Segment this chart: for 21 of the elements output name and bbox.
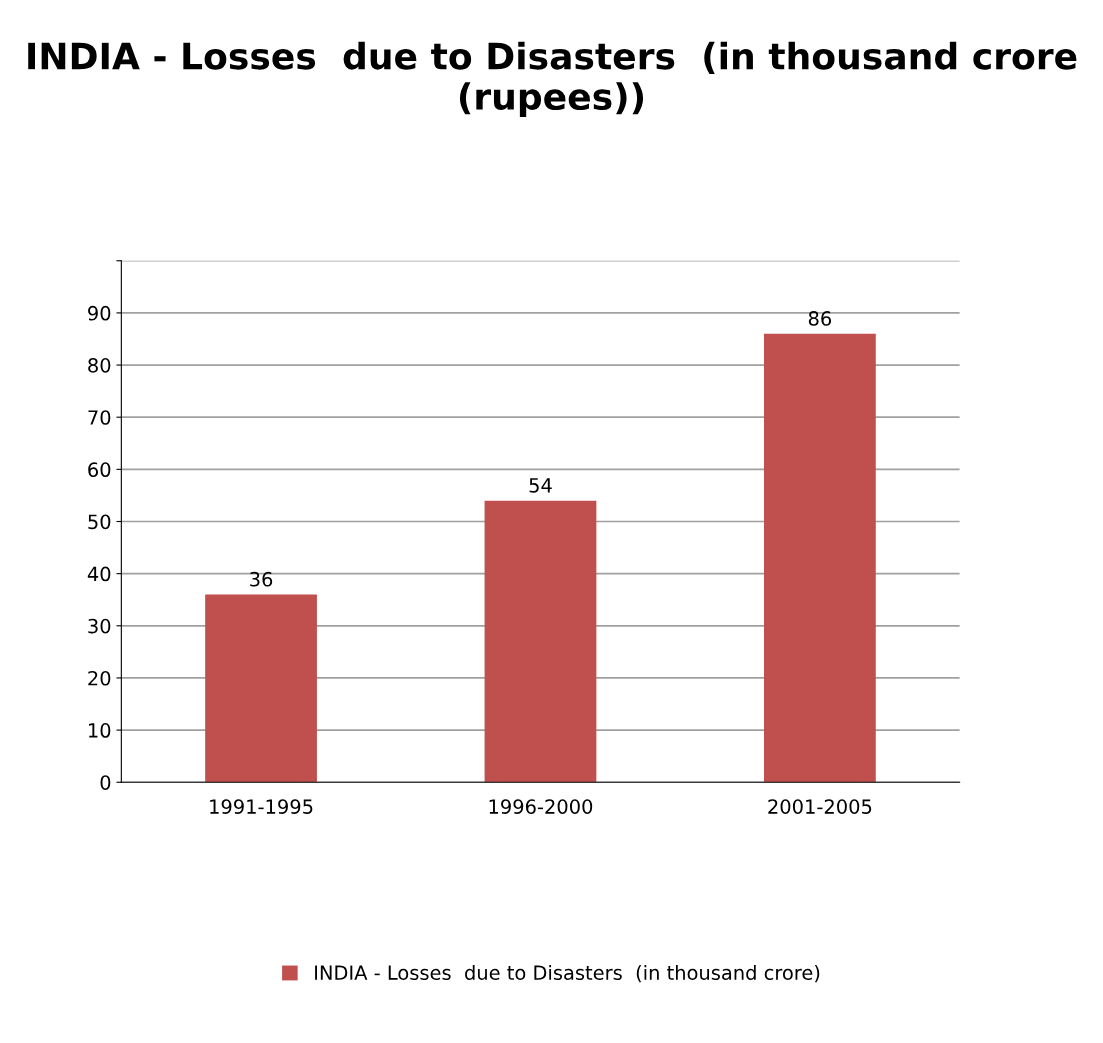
y-tick-label: 80 (88, 358, 111, 373)
bar (484, 500, 597, 783)
legend-label: INDIA - Losses due to Disasters (in thousand crore) (315, 964, 820, 983)
x-tick-label: 1991-1995 (210, 799, 313, 814)
y-tick-label: 20 (88, 670, 111, 686)
data-label: 36 (250, 571, 273, 587)
y-tick-label: 60 (88, 462, 111, 478)
y-tick-label: 40 (87, 566, 111, 582)
y-tick-label: 30 (88, 618, 111, 634)
x-tick-label: 1996-2000 (489, 799, 593, 814)
data-label: 86 (808, 311, 832, 326)
bar (205, 594, 317, 783)
y-tick-label: 0 (100, 775, 111, 790)
data-label: 54 (529, 478, 552, 493)
y-tick-label: 90 (88, 305, 111, 321)
x-tick-label: 2001-2005 (768, 799, 872, 814)
y-tick-label: 50 (88, 514, 111, 530)
y-tick-label: 10 (89, 723, 111, 738)
bar (764, 333, 876, 783)
y-tick-label: 70 (88, 410, 111, 425)
chart-title: INDIA - Losses due to Disasters (in thousand crore (rupees)) (28, 41, 1077, 118)
